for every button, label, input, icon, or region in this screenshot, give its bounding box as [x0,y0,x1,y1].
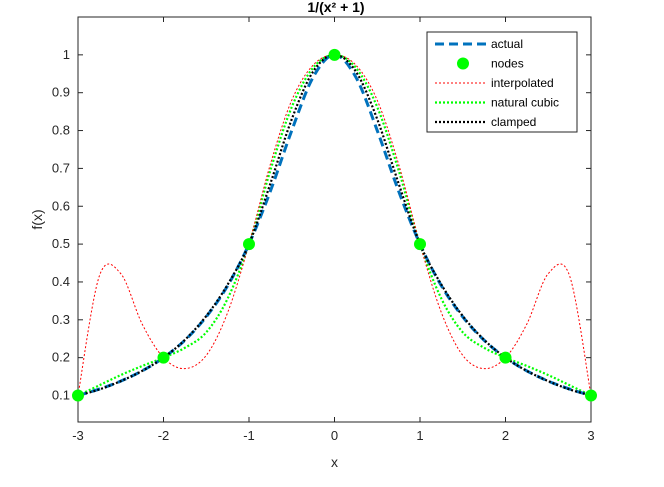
y-tick-label: 0.5 [52,236,70,251]
node-marker [157,351,170,364]
y-tick-label: 1 [63,47,70,62]
node-marker [499,351,512,364]
legend-label-nodes: nodes [491,57,524,71]
node-marker [414,238,426,251]
axis-ticks: -3 -2 -1 0 1 2 3 0.1 0.2 0.3 0.4 0.5 0.6 0.7 0.8 0.9 1 [52,17,595,443]
node-marker [585,389,597,402]
x-tick-label: 2 [502,428,509,443]
legend-label-natural-cubic: natural cubic [491,96,559,110]
y-tick-label: 0.2 [52,350,70,365]
x-tick-label: 1 [416,428,423,443]
y-tick-label: 0.9 [52,85,70,100]
x-tick-label: 0 [331,428,338,443]
y-tick-label: 0.4 [52,274,70,289]
y-tick-label: 0.3 [52,312,70,327]
node-marker [243,238,255,251]
y-axis-label: f(x) [29,209,45,229]
x-tick-label: -2 [158,428,170,443]
x-axis-label: x [331,454,338,470]
chart-title: 1/(x² + 1) [307,0,364,15]
legend-label-actual: actual [491,37,523,51]
legend-label-interpolated: interpolated [491,76,554,90]
x-tick-label: -1 [243,428,255,443]
node-markers [72,48,597,402]
y-tick-label: 0.6 [52,198,70,213]
legend-swatch-nodes [457,57,469,70]
y-tick-label: 0.8 [52,123,70,138]
x-tick-label: -3 [72,428,84,443]
y-tick-label: 0.7 [52,160,70,175]
legend: actual nodes interpolated natural cubic clam… [426,31,578,133]
node-marker [328,48,341,61]
legend-label-clamped: clamped [491,115,536,129]
x-tick-label: 3 [587,428,594,443]
legend-box [426,31,578,133]
y-tick-label: 0.1 [52,388,70,403]
node-marker [72,389,84,402]
